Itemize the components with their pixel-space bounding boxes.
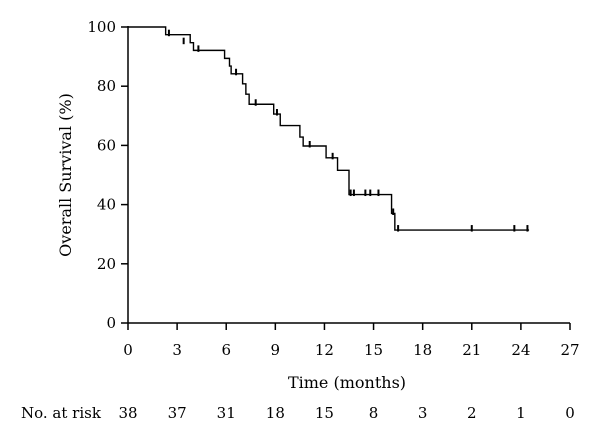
x-tick-label: 3 [172, 341, 182, 359]
x-ticks: 0 3 6 9 12 15 18 21 24 27 [123, 323, 580, 359]
x-tick-label: 12 [315, 341, 334, 359]
y-tick-label: 0 [106, 314, 116, 332]
y-axis-title: Overall Survival (%) [56, 93, 75, 257]
x-tick-label: 0 [123, 341, 133, 359]
y-tick-label: 80 [97, 77, 116, 95]
x-axis: 0 3 6 9 12 15 18 21 24 27 [123, 322, 580, 359]
risk-count: 38 [118, 404, 137, 422]
x-tick-label: 6 [221, 341, 231, 359]
risk-table: No. at risk 38 37 31 18 15 8 3 2 1 0 [21, 404, 575, 422]
x-tick-label: 9 [271, 341, 281, 359]
survival-curve [128, 26, 530, 231]
x-tick-label: 24 [511, 341, 530, 359]
y-axis: 0 20 40 60 80 100 [87, 18, 129, 332]
x-axis-title: Time (months) [288, 373, 406, 392]
y-tick-label: 60 [97, 136, 116, 154]
y-tick-label: 100 [87, 18, 116, 36]
risk-count: 37 [168, 404, 187, 422]
risk-count: 2 [467, 404, 477, 422]
risk-table-label: No. at risk [21, 404, 102, 422]
risk-count: 1 [516, 404, 526, 422]
x-tick-label: 27 [560, 341, 579, 359]
risk-count: 31 [217, 404, 236, 422]
risk-count: 18 [266, 404, 285, 422]
y-tick-label: 20 [97, 255, 116, 273]
x-tick-label: 15 [364, 341, 383, 359]
censor-marks [167, 29, 529, 232]
risk-count: 3 [418, 404, 428, 422]
risk-count: 0 [565, 404, 575, 422]
y-tick-label: 40 [97, 196, 116, 214]
risk-count: 8 [369, 404, 379, 422]
x-tick-label: 21 [462, 341, 481, 359]
y-ticks: 0 20 40 60 80 100 [87, 18, 128, 332]
risk-count: 15 [315, 404, 334, 422]
x-tick-label: 18 [413, 341, 432, 359]
